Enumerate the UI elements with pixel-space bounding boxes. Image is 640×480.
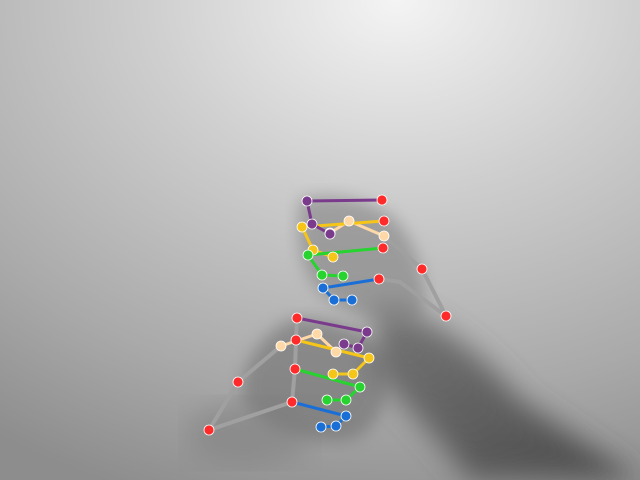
palm-joint-upper — [416, 263, 428, 275]
palm-bone-lower — [207, 380, 240, 432]
index-joint-upper — [296, 221, 308, 233]
middle-base-joint-upper — [377, 242, 389, 254]
ring-bone-lower — [290, 400, 348, 418]
pinky-bone-lower — [295, 316, 369, 334]
ring-joint-lower — [340, 410, 352, 422]
pinky-joint-upper — [301, 195, 313, 207]
index-joint-lower — [363, 352, 375, 364]
pinky-bone-upper — [305, 198, 384, 203]
palm-bone-upper — [382, 234, 424, 271]
ring-base-joint-lower — [286, 396, 298, 408]
pinky-joint-upper — [324, 228, 336, 240]
ring-joint-upper — [328, 294, 340, 306]
middle-joint-upper — [316, 269, 328, 281]
ring-bone-upper — [321, 277, 381, 290]
palm-bone-lower — [236, 344, 283, 384]
shadow-lower-left — [190, 401, 310, 465]
middle-joint-upper — [337, 270, 349, 282]
pinky-base-joint-lower — [291, 312, 303, 324]
pinky-joint-lower — [361, 326, 373, 338]
palm-bone-lower — [207, 400, 294, 432]
middle-joint-lower — [340, 394, 352, 406]
arm-silhouette — [370, 300, 640, 480]
index-base-joint-lower — [290, 334, 302, 346]
pinky-base-joint-upper — [376, 194, 388, 206]
middle-joint-upper — [302, 249, 314, 261]
ring-joint-upper — [346, 294, 358, 306]
thumb-joint-lower — [275, 340, 287, 352]
index-joint-lower — [327, 368, 339, 380]
middle-bone-upper — [306, 246, 385, 257]
ring-joint-upper — [317, 282, 329, 294]
ring-base-joint-upper — [373, 273, 385, 285]
palm-joint-lower — [232, 376, 244, 388]
index-joint-upper — [327, 251, 339, 263]
thumb-joint-upper — [378, 230, 390, 242]
middle-bone-lower — [293, 367, 362, 389]
index-base-joint-upper — [378, 215, 390, 227]
palm-bone-upper — [398, 280, 448, 318]
thumb-joint-lower — [311, 328, 323, 340]
wrist-joint-lower — [203, 424, 215, 436]
pinky-joint-lower — [352, 342, 364, 354]
pinky-joint-lower — [338, 338, 350, 350]
wrist-joint-upper — [440, 310, 452, 322]
thumb-joint-lower — [330, 346, 342, 358]
middle-joint-lower — [354, 381, 366, 393]
pinky-joint-upper — [306, 218, 318, 230]
thumb-joint-upper — [343, 215, 355, 227]
ring-joint-lower — [330, 420, 342, 432]
palm-bone-lower — [290, 367, 297, 404]
middle-joint-lower — [321, 394, 333, 406]
ring-joint-lower — [315, 421, 327, 433]
middle-base-joint-lower — [289, 363, 301, 375]
index-joint-lower — [347, 368, 359, 380]
palm-bone-upper — [420, 267, 448, 318]
